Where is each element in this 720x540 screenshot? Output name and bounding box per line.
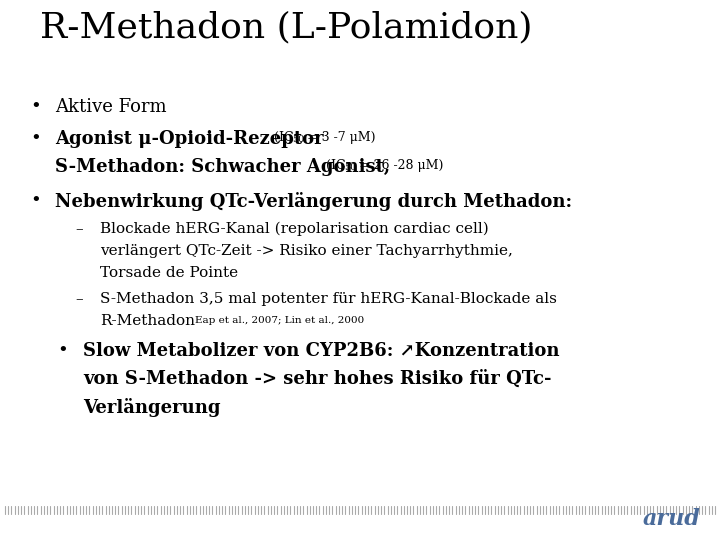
Text: = 26 -28 μM): = 26 -28 μM)	[355, 159, 444, 172]
Text: •: •	[57, 342, 68, 360]
Text: arud: arud	[642, 508, 700, 530]
Text: R-Methadon: R-Methadon	[100, 314, 195, 328]
Text: (IC: (IC	[270, 131, 294, 144]
Text: Torsade de Pointe: Torsade de Pointe	[100, 266, 238, 280]
Text: Blockade hERG-Kanal (repolarisation cardiac cell): Blockade hERG-Kanal (repolarisation card…	[100, 222, 489, 237]
Text: von S-Methadon -> sehr hohes Risiko für QTc-: von S-Methadon -> sehr hohes Risiko für …	[83, 370, 552, 388]
Text: •: •	[30, 130, 41, 148]
Text: –: –	[75, 292, 83, 306]
Text: S-Methadon 3,5 mal potenter für hERG-Kanal-Blockade als: S-Methadon 3,5 mal potenter für hERG-Kan…	[100, 292, 557, 306]
Text: Aktive Form: Aktive Form	[55, 98, 166, 116]
Text: –: –	[75, 222, 83, 236]
Text: Agonist μ-Opioid-Rezeptor: Agonist μ-Opioid-Rezeptor	[55, 130, 323, 148]
Text: •: •	[30, 192, 41, 210]
Text: verlängert QTc-Zeit -> Risiko einer Tachyarrhythmie,: verlängert QTc-Zeit -> Risiko einer Tach…	[100, 244, 513, 258]
Text: 50: 50	[292, 135, 305, 144]
Text: Slow Metabolizer von CYP2B6: ↗Konzentration: Slow Metabolizer von CYP2B6: ↗Konzentrat…	[83, 342, 559, 360]
Text: Verlängerung: Verlängerung	[83, 398, 220, 417]
Text: 50: 50	[344, 163, 356, 172]
Text: •: •	[30, 98, 41, 116]
Text: S-Methadon: Schwacher Agonist,: S-Methadon: Schwacher Agonist,	[55, 158, 390, 176]
Text: = 3 -7 μM): = 3 -7 μM)	[303, 131, 376, 144]
Text: (IC: (IC	[322, 159, 346, 172]
Text: Eap et al., 2007; Lin et al., 2000: Eap et al., 2007; Lin et al., 2000	[195, 316, 364, 325]
Text: R-Methadon (L-Polamidon): R-Methadon (L-Polamidon)	[40, 10, 533, 44]
Text: Nebenwirkung QTc-Verlängerung durch Methadon:: Nebenwirkung QTc-Verlängerung durch Meth…	[55, 192, 572, 211]
